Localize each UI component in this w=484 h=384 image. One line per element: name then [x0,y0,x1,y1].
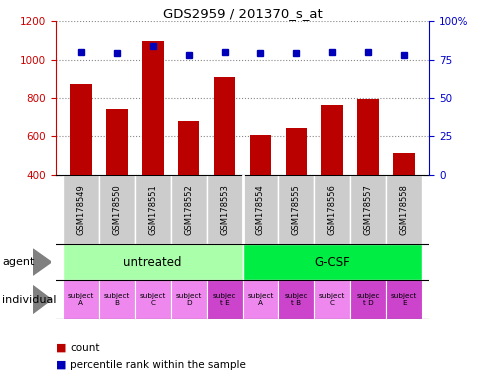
Text: GSM178550: GSM178550 [112,184,121,235]
Text: subject
C: subject C [318,293,345,306]
Text: subject
D: subject D [175,293,201,306]
Bar [314,175,349,244]
Bar [170,175,206,244]
Text: GSM178552: GSM178552 [184,184,193,235]
Bar [393,152,414,252]
Bar [242,175,278,244]
Text: GSM178555: GSM178555 [291,184,300,235]
Text: subject
B: subject B [104,293,130,306]
Bar [213,77,235,252]
Bar [321,104,342,252]
Text: individual: individual [2,295,57,305]
Text: GSM178557: GSM178557 [363,184,372,235]
Text: subject
A: subject A [247,293,273,306]
Bar [99,175,135,244]
Title: GDS2959 / 201370_s_at: GDS2959 / 201370_s_at [162,7,322,20]
Polygon shape [33,286,51,313]
Bar [63,280,99,319]
Text: percentile rank within the sample: percentile rank within the sample [70,360,246,370]
Text: subject
A: subject A [68,293,94,306]
Text: subject
C: subject C [139,293,166,306]
Text: GSM178556: GSM178556 [327,184,336,235]
Bar [99,280,135,319]
Text: agent: agent [2,257,35,267]
Polygon shape [33,249,51,275]
Text: GSM178551: GSM178551 [148,184,157,235]
Text: G-CSF: G-CSF [314,256,349,268]
Text: untreated: untreated [123,256,182,268]
Bar [170,280,206,319]
Bar [285,127,306,252]
Text: subject
E: subject E [390,293,416,306]
Bar [385,175,421,244]
Bar [206,175,242,244]
Bar [242,244,421,280]
Bar [278,175,314,244]
Text: ■: ■ [56,360,66,370]
Text: GSM178549: GSM178549 [76,184,85,235]
Bar [178,121,199,252]
Bar [278,280,314,319]
Bar [142,41,163,252]
Text: count: count [70,343,100,353]
Text: subjec
t D: subjec t D [356,293,379,306]
Bar [349,280,385,319]
Bar [357,99,378,252]
Text: ■: ■ [56,343,66,353]
Bar [63,244,242,280]
Bar [349,175,385,244]
Text: subjec
t E: subjec t E [212,293,236,306]
Bar [63,175,99,244]
Bar [106,109,127,252]
Bar [206,280,242,319]
Bar [70,84,91,252]
Bar [135,175,170,244]
Text: subjec
t B: subjec t B [284,293,307,306]
Bar [385,280,421,319]
Bar [249,136,271,252]
Text: GSM178553: GSM178553 [220,184,228,235]
Bar [135,280,170,319]
Bar [314,280,349,319]
Text: GSM178558: GSM178558 [399,184,408,235]
Text: GSM178554: GSM178554 [256,184,264,235]
Bar [242,280,278,319]
